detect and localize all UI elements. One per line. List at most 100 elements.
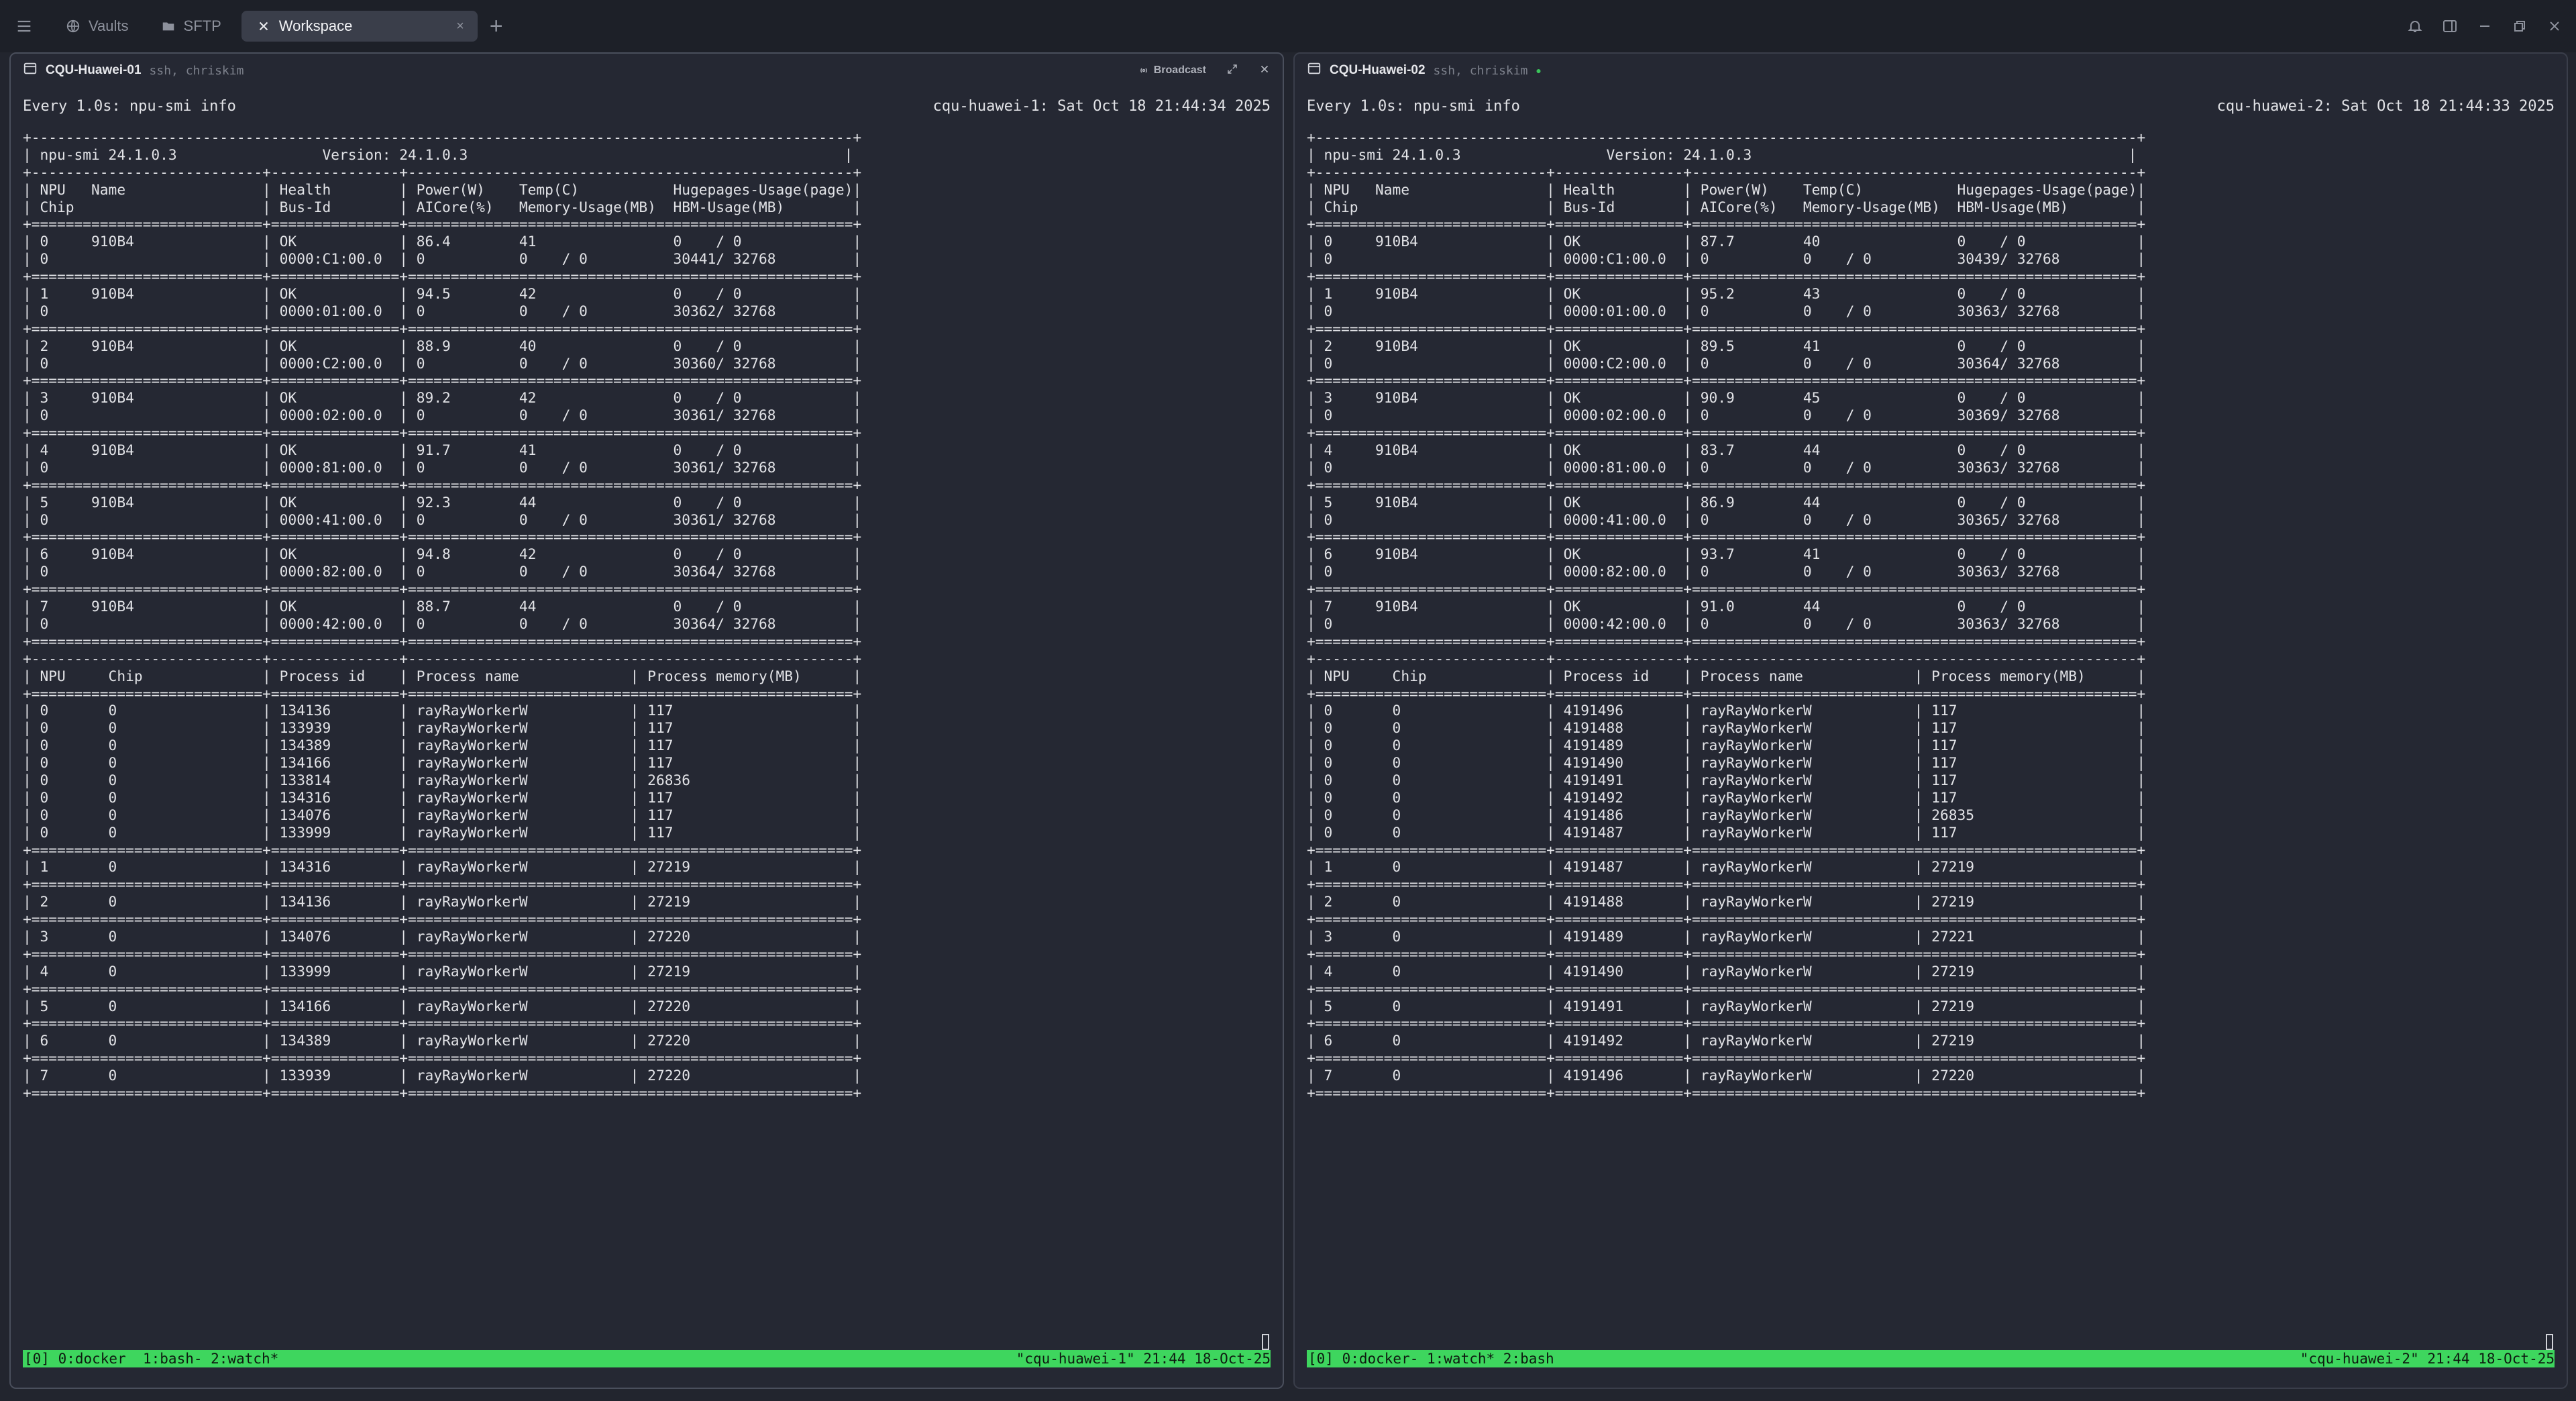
terminal-line: | 1 910B4 | OK | 94.5 42 0 / 0 |: [23, 285, 862, 303]
terminal-line: | 0 0 | 4191492 | rayRayWorkerW | 117 |: [1307, 788, 2146, 806]
terminal-line: | 1 0 | 134316 | rayRayWorkerW | 27219 |: [23, 858, 862, 876]
terminal-line: +===========================+===========…: [1307, 911, 2146, 928]
terminal-line: | 0 0 | 134076 | rayRayWorkerW | 117 |: [23, 806, 862, 823]
terminal-line: | 5 0 | 134166 | rayRayWorkerW | 27220 |: [23, 997, 862, 1015]
terminal-line: | 7 910B4 | OK | 91.0 44 0 / 0 |: [1307, 598, 2146, 615]
terminal-line: | 7 0 | 4191496 | rayRayWorkerW | 27220 …: [1307, 1067, 2146, 1084]
terminal-line: | 4 0 | 133999 | rayRayWorkerW | 27219 |: [23, 962, 862, 980]
terminal-line: +---------------------------+-----------…: [23, 163, 862, 180]
terminal-line: | 0 | 0000:81:00.0 | 0 0 / 0 30363/ 3276…: [1307, 458, 2146, 476]
close-pane-icon[interactable]: [1258, 63, 1271, 79]
terminal-line: +===========================+===========…: [23, 945, 862, 962]
terminal-line: | 2 910B4 | OK | 88.9 40 0 / 0 |: [23, 337, 862, 354]
pane-title: CQU-Huawei-01: [46, 63, 142, 77]
terminal-line: | 0 | 0000:02:00.0 | 0 0 / 0 30361/ 3276…: [23, 407, 862, 424]
pane-header: CQU-Huawei-01 ssh, chriskim Broadcast: [11, 54, 1283, 87]
terminal-line: +===========================+===========…: [23, 215, 862, 233]
terminal-line: +===========================+===========…: [1307, 945, 2146, 962]
terminal-line: | 0 | 0000:C2:00.0 | 0 0 / 0 30364/ 3276…: [1307, 354, 2146, 372]
watch-command: Every 1.0s: npu-smi info: [1307, 98, 1520, 115]
tab-label: Workspace: [278, 17, 353, 34]
tab-vaults[interactable]: Vaults: [51, 11, 144, 42]
terminal-line: | 0 | 0000:82:00.0 | 0 0 / 0 30363/ 3276…: [1307, 563, 2146, 580]
terminal-line: +===========================+===========…: [1307, 1049, 2146, 1067]
terminal-line: +===========================+===========…: [23, 980, 862, 997]
close-icon[interactable]: [256, 19, 271, 34]
tab-workspace[interactable]: Workspace ×: [241, 11, 478, 42]
terminal-line: +===========================+===========…: [23, 476, 862, 493]
terminal-icon: [1307, 61, 1322, 80]
terminal-output[interactable]: Every 1.0s: npu-smi info cqu-huawei-1: S…: [23, 91, 1271, 1388]
terminal-line: | 0 | 0000:82:00.0 | 0 0 / 0 30364/ 3276…: [23, 563, 862, 580]
terminal-line: | 0 | 0000:C1:00.0 | 0 0 / 0 30439/ 3276…: [1307, 250, 2146, 268]
terminal-line: +===========================+===========…: [23, 268, 862, 285]
terminal-line: | 1 0 | 4191487 | rayRayWorkerW | 27219 …: [1307, 858, 2146, 876]
terminal-output[interactable]: Every 1.0s: npu-smi info cqu-huawei-2: S…: [1307, 91, 2555, 1388]
expand-icon[interactable]: [1226, 63, 1238, 79]
terminal-line: | 0 0 | 133999 | rayRayWorkerW | 117 |: [23, 823, 862, 841]
terminal-line: | 0 0 | 4191488 | rayRayWorkerW | 117 |: [1307, 719, 2146, 737]
terminal-line: | npu-smi 24.1.0.3 Version: 24.1.0.3 |: [23, 146, 853, 163]
terminal-cursor: [1262, 1334, 1269, 1350]
terminal-line: | 0 0 | 134166 | rayRayWorkerW | 117 |: [23, 754, 862, 772]
terminal-cursor: [2546, 1334, 2553, 1350]
sidebar-toggle-icon[interactable]: [2442, 18, 2458, 34]
terminal-line: +===========================+===========…: [23, 528, 862, 546]
terminal-line: | 0 | 0000:01:00.0 | 0 0 / 0 30363/ 3276…: [1307, 302, 2146, 319]
terminal-line: | npu-smi 24.1.0.3 Version: 24.1.0.3 |: [1307, 146, 2137, 163]
tmux-status-bar: [0] 0:docker 1:bash- 2:watch* "cqu-huawe…: [23, 1350, 1271, 1367]
terminal-line: | 0 0 | 4191496 | rayRayWorkerW | 117 |: [1307, 702, 2146, 719]
terminal-line: | 0 | 0000:01:00.0 | 0 0 / 0 30362/ 3276…: [23, 302, 862, 319]
terminal-line: | 0 0 | 134389 | rayRayWorkerW | 117 |: [23, 737, 862, 754]
terminal-line: +===========================+===========…: [23, 841, 862, 858]
pane-header: CQU-Huawei-02 ssh, chriskim ●: [1295, 54, 2567, 87]
close-window-icon[interactable]: [2546, 18, 2563, 34]
add-tab-icon[interactable]: +: [489, 13, 503, 39]
terminal-line: | 6 910B4 | OK | 94.8 42 0 / 0 |: [23, 546, 862, 563]
minimize-icon[interactable]: [2477, 18, 2493, 34]
terminal-pane-2[interactable]: CQU-Huawei-02 ssh, chriskim ● Every 1.0s…: [1293, 52, 2568, 1389]
terminal-line: +===========================+===========…: [1307, 980, 2146, 997]
restore-icon[interactable]: [2512, 18, 2528, 34]
globe-icon: [66, 19, 80, 34]
title-bar: Vaults SFTP Workspace × +: [0, 0, 2576, 52]
tmux-windows: [0] 0:docker 1:bash- 2:watch*: [24, 1351, 279, 1367]
terminal-line: +===========================+===========…: [23, 372, 862, 389]
terminal-line: +===========================+===========…: [23, 632, 862, 650]
tab-label: Vaults: [89, 17, 129, 34]
terminal-line: | 6 910B4 | OK | 93.7 41 0 / 0 |: [1307, 546, 2146, 563]
terminal-line: | 0 | 0000:81:00.0 | 0 0 / 0 30361/ 3276…: [23, 458, 862, 476]
terminal-line: | 3 0 | 134076 | rayRayWorkerW | 27220 |: [23, 927, 862, 945]
terminal-line: +===========================+===========…: [1307, 580, 2146, 598]
terminal-line: | 3 910B4 | OK | 89.2 42 0 / 0 |: [23, 389, 862, 407]
terminal-line: +===========================+===========…: [23, 1084, 862, 1101]
terminal-line: +===========================+===========…: [1307, 632, 2146, 650]
broadcast-button[interactable]: Broadcast: [1138, 64, 1206, 76]
tmux-windows: [0] 0:docker- 1:watch* 2:bash: [1308, 1351, 1554, 1367]
broadcast-icon: [1140, 68, 1147, 73]
terminal-line: | 2 0 | 4191488 | rayRayWorkerW | 27219 …: [1307, 893, 2146, 911]
terminal-line: | 0 0 | 4191486 | rayRayWorkerW | 26835 …: [1307, 806, 2146, 823]
pane-subtitle: ssh, chriskim: [149, 63, 244, 78]
npu-smi-table: +---------------------------------------…: [23, 129, 861, 1102]
terminal-line: +===========================+===========…: [23, 1049, 862, 1067]
terminal-line: +===========================+===========…: [1307, 684, 2146, 702]
terminal-line: | 0 0 | 133939 | rayRayWorkerW | 117 |: [23, 719, 862, 737]
terminal-line: | 2 910B4 | OK | 89.5 41 0 / 0 |: [1307, 337, 2146, 354]
hamburger-menu-icon[interactable]: [0, 0, 48, 52]
terminal-line: +===========================+===========…: [23, 911, 862, 928]
terminal-line: | 4 0 | 4191490 | rayRayWorkerW | 27219 …: [1307, 962, 2146, 980]
bell-icon[interactable]: [2407, 18, 2423, 34]
terminal-line: +===========================+===========…: [1307, 528, 2146, 546]
folder-icon: [161, 19, 176, 34]
terminal-line: | 5 910B4 | OK | 86.9 44 0 / 0 |: [1307, 493, 2146, 511]
tab-sftp[interactable]: SFTP: [146, 11, 236, 42]
tab-close-icon[interactable]: ×: [456, 19, 464, 34]
terminal-line: | NPU Name | Health | Power(W) Temp(C) H…: [1307, 180, 2146, 198]
terminal-line: | NPU Chip | Process id | Process name |…: [1307, 667, 2146, 684]
terminal-line: | 0 | 0000:C2:00.0 | 0 0 / 0 30360/ 3276…: [23, 354, 862, 372]
terminal-pane-1[interactable]: CQU-Huawei-01 ssh, chriskim Broadcast Ev…: [9, 52, 1284, 1389]
broadcast-label: Broadcast: [1153, 64, 1206, 76]
terminal-line: | 0 0 | 133814 | rayRayWorkerW | 26836 |: [23, 771, 862, 788]
terminal-line: | 1 910B4 | OK | 95.2 43 0 / 0 |: [1307, 285, 2146, 303]
